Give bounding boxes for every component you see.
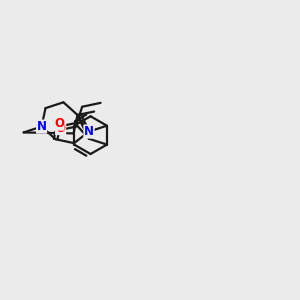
Text: O: O <box>54 117 64 130</box>
Text: N: N <box>37 120 46 133</box>
Text: N: N <box>84 125 94 138</box>
Text: O: O <box>56 122 66 135</box>
